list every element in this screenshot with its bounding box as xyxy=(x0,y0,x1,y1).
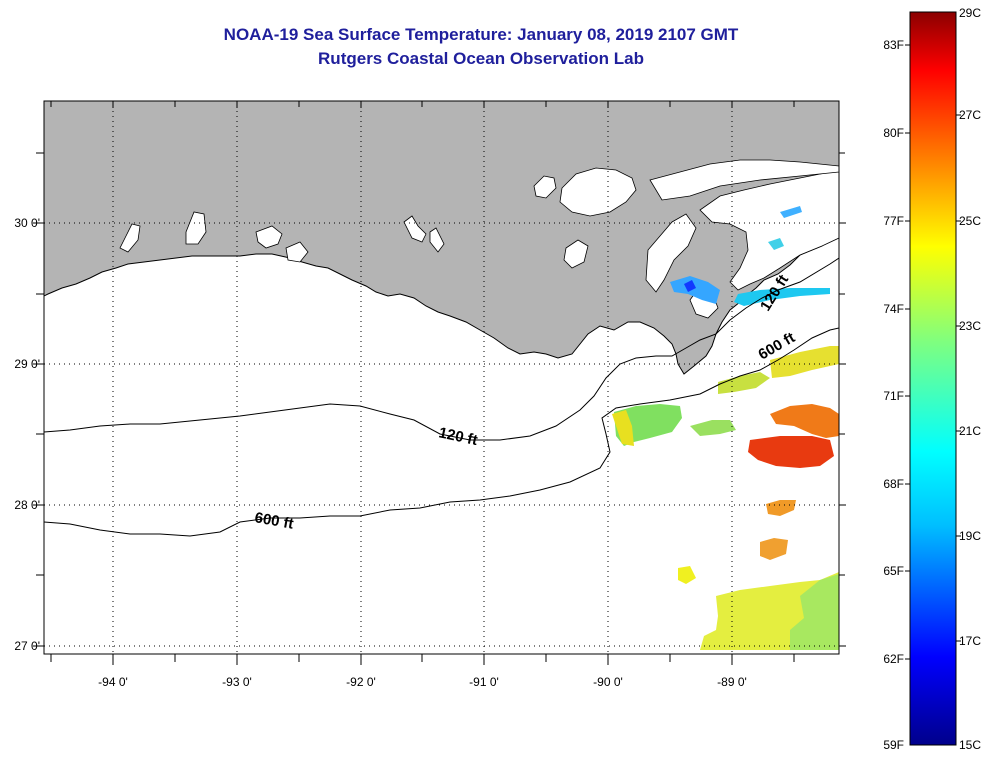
contour-120ft xyxy=(44,257,839,441)
sst-swath-south-y1 xyxy=(678,566,696,584)
colorbar-label-15C: 15C xyxy=(959,738,982,752)
map-gridlines xyxy=(44,101,839,654)
sst-swath-west-yellow xyxy=(612,410,634,446)
sst-swath-shelf2 xyxy=(718,372,770,394)
colorbar-label-19C: 19C xyxy=(959,529,982,543)
small-lake-4 xyxy=(563,239,589,269)
sst-swath-blue-dot xyxy=(684,280,696,292)
colorbar-label-62F: 62F xyxy=(883,652,904,666)
colorbar-label-23C: 23C xyxy=(959,319,982,333)
lat-label-28: 28 0' xyxy=(14,498,40,512)
lon-label-93: -93 0' xyxy=(222,675,252,689)
grand-lake xyxy=(255,225,283,249)
sst-swath-breton xyxy=(670,276,720,304)
lake-pontchartrain xyxy=(559,167,637,217)
bathymetry-contours xyxy=(44,257,839,537)
colorbar-label-65F: 65F xyxy=(883,564,904,578)
map-subtitle: Rutgers Coastal Ocean Observation Lab xyxy=(318,49,644,68)
colorbar-label-27C: 27C xyxy=(959,108,982,122)
contour-600ft xyxy=(44,327,839,537)
lat-label-30: 30 0' xyxy=(14,216,40,230)
lat-label-29: 29 0' xyxy=(14,357,40,371)
colorbar-ticks xyxy=(905,44,961,660)
sst-swath-north2 xyxy=(768,238,784,250)
white-lake xyxy=(185,211,207,245)
colorbar-label-80F: 80F xyxy=(883,126,904,140)
mississippi-sound xyxy=(649,159,839,201)
colorbar-label-59F: 59F xyxy=(883,738,904,752)
lake-calcasieu xyxy=(119,223,141,253)
sst-swath-north xyxy=(780,206,802,218)
sst-swath-chandeleur xyxy=(734,288,830,306)
lon-label-94: -94 0' xyxy=(98,675,128,689)
sst-swath-orange3 xyxy=(760,538,788,560)
lon-label-92: -92 0' xyxy=(346,675,376,689)
colorbar-label-74F: 74F xyxy=(883,302,904,316)
map-frame xyxy=(43,100,840,655)
lat-label-27: 27 0' xyxy=(14,639,40,653)
sst-swath-orange xyxy=(770,404,839,438)
lon-label-90: -90 0' xyxy=(593,675,623,689)
small-lake-1 xyxy=(285,241,309,263)
sst-swath-south-green xyxy=(790,574,839,650)
sst-swath-red xyxy=(748,436,834,468)
colorbar-label-21C: 21C xyxy=(959,424,982,438)
sst-swath-shelf xyxy=(770,346,839,378)
colorbar-label-83F: 83F xyxy=(883,38,904,52)
colorbar-label-25C: 25C xyxy=(959,214,982,228)
contour-label-600ft-west: 600 ft xyxy=(253,509,295,533)
colorbar-label-17C: 17C xyxy=(959,634,982,648)
map-ticks xyxy=(33,101,846,665)
lake-maurepas xyxy=(533,175,557,199)
breton-sound xyxy=(699,169,839,291)
colorbar-label-68F: 68F xyxy=(883,477,904,491)
map-title: NOAA-19 Sea Surface Temperature: January… xyxy=(223,25,739,44)
lon-label-89: -89 0' xyxy=(717,675,747,689)
colorbar-label-29C: 29C xyxy=(959,6,982,20)
temperature-colorbar xyxy=(909,11,957,746)
barataria-water xyxy=(645,213,697,293)
colorbar-label-71F: 71F xyxy=(883,389,904,403)
small-lake-3 xyxy=(429,227,445,253)
colorbar-label-77F: 77F xyxy=(883,214,904,228)
sst-swath-mid xyxy=(690,420,736,436)
sst-swath-orange2 xyxy=(766,500,796,516)
lon-label-91: -91 0' xyxy=(469,675,499,689)
